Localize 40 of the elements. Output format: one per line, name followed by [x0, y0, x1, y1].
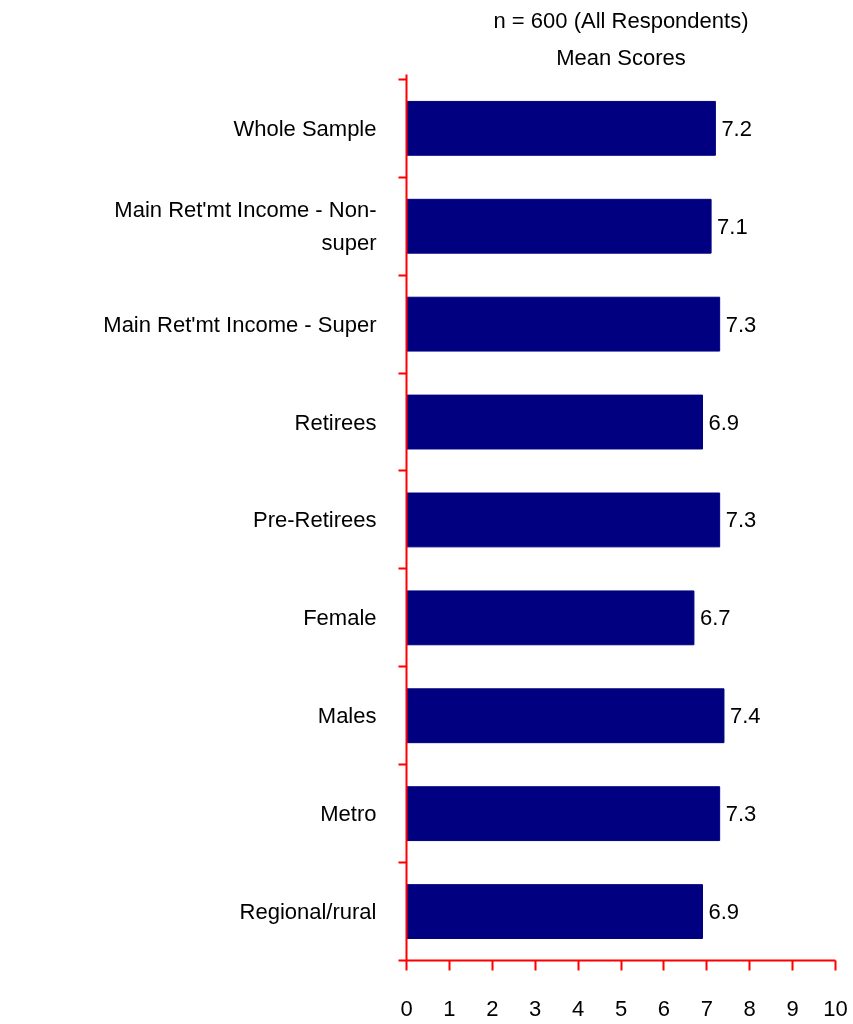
bar	[406, 296, 721, 352]
y-tick-label: Males	[317, 703, 377, 729]
bar	[406, 394, 704, 450]
x-tick-label: 9	[786, 995, 799, 1021]
y-tick-label: Female	[303, 605, 377, 631]
bar	[406, 786, 721, 842]
bar	[406, 492, 721, 548]
y-tick-label: Main Ret'mt Income - Super	[103, 311, 377, 337]
data-label: 7.1	[717, 213, 748, 239]
x-tick-label: 4	[571, 995, 585, 1021]
y-tick-label: Retirees	[294, 409, 377, 435]
x-tick-label: 10	[823, 995, 848, 1021]
data-label: 6.9	[708, 409, 740, 435]
y-tick-label: Pre-Retirees	[253, 507, 377, 533]
x-tick-label: 7	[700, 995, 713, 1021]
y-tick-label: Main Ret'mt Income - Non- super	[114, 197, 377, 255]
data-label: 7.3	[725, 801, 757, 827]
x-tick-label: 5	[614, 995, 628, 1021]
chart-title: n = 600 (All Respondents)	[493, 7, 749, 33]
data-label: 7.3	[725, 507, 757, 533]
y-tick-label: Whole Sample	[233, 115, 377, 141]
bar	[406, 100, 716, 156]
data-label: 7.4	[729, 703, 761, 729]
bar	[406, 590, 695, 646]
x-tick-label: 3	[529, 995, 542, 1021]
bar	[406, 688, 725, 744]
data-label: 7.2	[721, 115, 752, 141]
x-tick-label: 2	[486, 995, 499, 1021]
x-tick-label: 6	[657, 995, 671, 1021]
x-tick-label: 8	[743, 995, 756, 1021]
bar	[406, 884, 704, 939]
bar	[406, 198, 712, 254]
data-label: 6.7	[699, 605, 731, 631]
data-label: 6.9	[708, 899, 740, 925]
y-tick-label: Regional/rural	[239, 899, 377, 925]
x-tick-label: 1	[443, 995, 456, 1021]
chart-subtitle: Mean Scores	[556, 44, 686, 70]
x-tick-label: 0	[400, 995, 413, 1021]
y-tick-label: Metro	[320, 801, 377, 827]
data-label: 7.3	[725, 311, 757, 337]
